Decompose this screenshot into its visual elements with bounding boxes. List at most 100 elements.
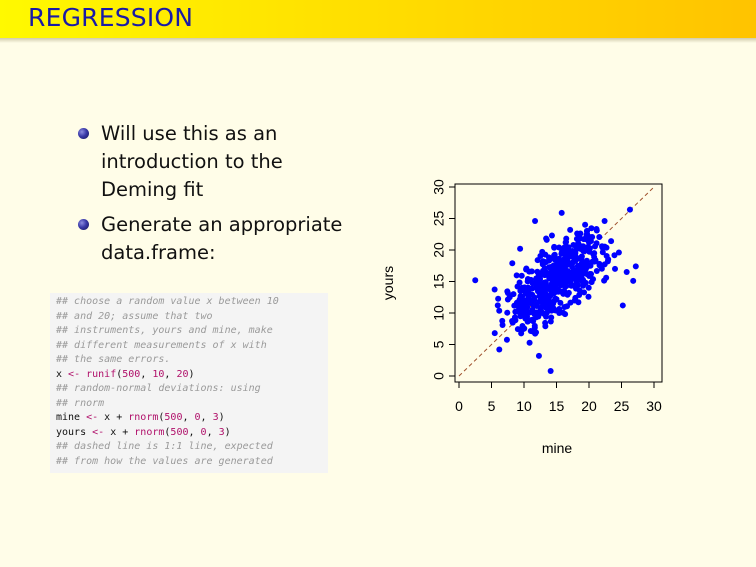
data-point bbox=[553, 268, 560, 275]
data-point bbox=[612, 265, 618, 272]
x-tick-label: 0 bbox=[455, 398, 463, 414]
data-point bbox=[603, 274, 610, 281]
y-axis-label: yours bbox=[380, 266, 396, 300]
data-point bbox=[522, 315, 529, 322]
data-point bbox=[514, 326, 521, 333]
data-point bbox=[516, 279, 523, 286]
bullet-text: Will use this as an introduction to the … bbox=[101, 122, 283, 201]
data-point bbox=[547, 367, 554, 374]
data-point bbox=[555, 288, 562, 295]
code-token: rnorm bbox=[134, 426, 165, 438]
data-point bbox=[516, 301, 523, 308]
code-line: ## from how the values are generated bbox=[56, 456, 273, 468]
data-point bbox=[582, 259, 589, 266]
data-point bbox=[581, 289, 588, 296]
data-point bbox=[552, 295, 559, 302]
code-token: <- bbox=[92, 426, 111, 438]
data-point bbox=[517, 245, 524, 252]
y-tick-label: 10 bbox=[431, 305, 447, 321]
data-point bbox=[599, 244, 606, 251]
code-line: ## choose a random value x between 10 bbox=[56, 296, 279, 307]
data-point bbox=[499, 317, 506, 324]
data-point bbox=[529, 328, 536, 335]
data-point bbox=[491, 286, 498, 293]
data-point bbox=[591, 258, 598, 265]
data-point bbox=[535, 352, 542, 359]
data-point bbox=[537, 253, 544, 260]
data-point bbox=[514, 308, 521, 315]
code-token: x + bbox=[110, 426, 135, 438]
data-point bbox=[518, 272, 525, 279]
code-token: , bbox=[140, 368, 153, 380]
code-token: 3 bbox=[212, 412, 219, 424]
data-point bbox=[556, 305, 563, 312]
data-point bbox=[534, 268, 541, 275]
data-point bbox=[588, 225, 595, 232]
data-point bbox=[580, 243, 587, 250]
code-line: ## different measurements of x with bbox=[56, 339, 267, 351]
data-point bbox=[560, 271, 567, 278]
code-token: 10 bbox=[152, 368, 165, 380]
data-point bbox=[542, 251, 549, 258]
data-point bbox=[504, 296, 511, 303]
code-line: ## the same errors. bbox=[56, 354, 171, 366]
data-point bbox=[543, 313, 550, 320]
code-line: ## rnorm bbox=[56, 397, 105, 409]
data-point bbox=[526, 268, 533, 275]
data-point bbox=[557, 299, 564, 306]
data-point bbox=[529, 291, 536, 298]
bullet-list: Will use this as an introduction to the … bbox=[78, 120, 348, 274]
x-tick-label: 10 bbox=[516, 398, 532, 414]
data-point bbox=[611, 252, 618, 259]
x-axis-label: mine bbox=[542, 440, 573, 456]
code-token: , bbox=[188, 426, 201, 438]
code-token: ) bbox=[188, 368, 195, 380]
data-point bbox=[601, 261, 608, 268]
data-point bbox=[555, 276, 562, 283]
bullet-icon bbox=[78, 219, 89, 230]
code-line: mine <- x + rnorm(500, 0, 3) bbox=[56, 411, 328, 426]
code-token: runif bbox=[86, 368, 117, 380]
y-tick-label: 15 bbox=[431, 274, 447, 290]
data-point bbox=[472, 277, 479, 284]
data-point bbox=[522, 306, 529, 313]
data-point bbox=[496, 307, 503, 314]
data-point bbox=[540, 271, 547, 278]
data-point bbox=[632, 263, 639, 270]
code-token: , bbox=[164, 368, 177, 380]
code-token: 500 bbox=[164, 412, 183, 424]
code-token: yours bbox=[56, 426, 93, 438]
data-point bbox=[586, 245, 593, 252]
x-tick-label: 5 bbox=[488, 398, 496, 414]
data-point bbox=[546, 301, 553, 308]
data-point bbox=[491, 330, 498, 337]
scatter-plot: 0 5 10 15 20 25 30 0 5 10 15 20 25 30 mine yours bbox=[380, 179, 663, 456]
code-token: 0 bbox=[194, 412, 201, 424]
y-tick-label: 30 bbox=[431, 179, 447, 195]
data-point bbox=[519, 293, 526, 300]
plot-frame bbox=[454, 183, 663, 383]
data-point bbox=[582, 221, 589, 228]
data-point bbox=[578, 267, 585, 274]
data-point bbox=[548, 232, 555, 239]
code-token: x bbox=[56, 368, 69, 380]
code-line: ## random-normal deviations: using bbox=[56, 383, 261, 395]
data-point bbox=[551, 243, 558, 250]
data-point bbox=[518, 330, 525, 337]
data-point bbox=[573, 278, 580, 285]
data-point bbox=[504, 309, 511, 316]
data-point bbox=[524, 278, 531, 285]
data-point bbox=[576, 291, 583, 298]
title-bar-shadow bbox=[0, 38, 756, 43]
code-token: ( bbox=[164, 426, 171, 438]
data-point bbox=[551, 252, 558, 259]
code-token: , bbox=[182, 412, 195, 424]
data-point bbox=[543, 235, 550, 242]
data-point bbox=[543, 295, 550, 302]
data-point bbox=[566, 271, 573, 278]
data-point bbox=[586, 262, 593, 269]
y-tick-label: 0 bbox=[431, 372, 447, 380]
y-tick-label: 20 bbox=[431, 242, 447, 258]
data-point bbox=[567, 226, 574, 233]
data-point bbox=[630, 277, 637, 284]
